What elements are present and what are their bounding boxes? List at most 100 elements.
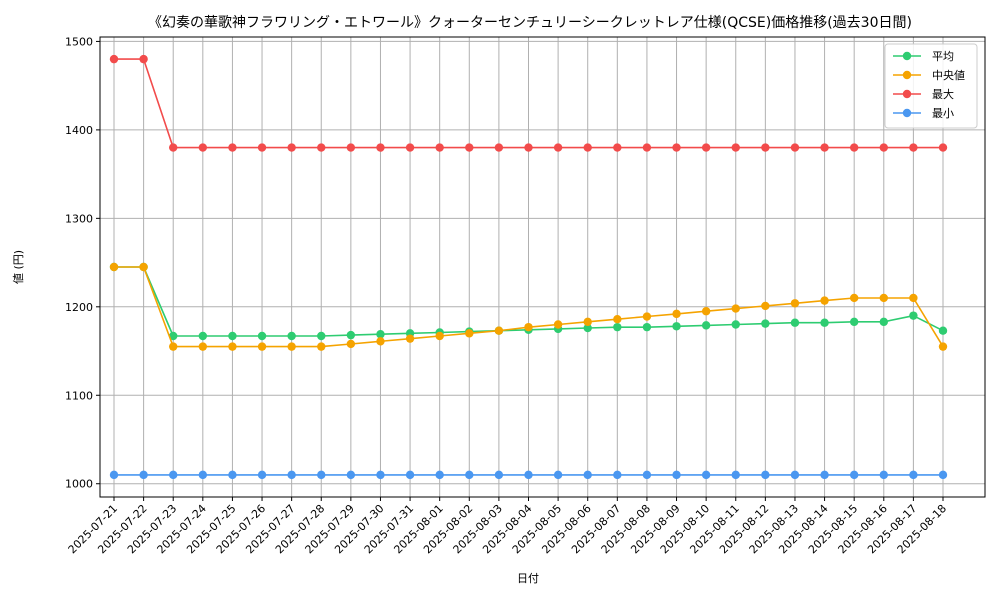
legend-frame [884,43,978,129]
data-point [228,143,237,152]
data-point [820,318,829,327]
data-point [257,342,267,351]
data-point [909,143,918,152]
data-point [405,334,415,343]
legend-label: 中央値 [932,69,965,82]
data-point [376,330,385,339]
data-point [198,470,208,480]
data-point [583,323,592,333]
data-point [346,339,356,349]
data-point [613,143,622,152]
data-point [849,143,859,152]
data-point [169,342,178,351]
data-point [524,143,533,152]
data-point [642,143,652,152]
data-point [346,330,356,340]
data-point [169,143,178,152]
data-point [139,54,148,64]
data-point [731,143,740,152]
data-point [109,54,119,64]
data-point [672,470,681,480]
data-point [642,470,652,480]
data-point [287,342,296,351]
legend-marker [902,108,912,118]
data-point [317,342,326,351]
data-point [583,317,592,327]
legend-marker [902,89,912,99]
data-point [879,470,888,480]
data-point [198,143,208,152]
data-point [672,309,681,319]
data-point [435,143,444,152]
data-point [494,143,504,152]
data-point [790,143,800,152]
data-point [228,470,237,480]
data-point [198,342,208,351]
data-point [287,143,296,152]
data-point [257,331,267,341]
y-tick-label: 1400 [65,124,93,137]
data-point [494,470,504,480]
y-tick-label: 1100 [65,389,93,402]
data-point [376,143,385,152]
legend-label: 平均 [932,50,954,63]
data-point [642,312,652,321]
data-point [465,329,474,338]
data-point [672,322,681,331]
data-point [228,331,237,341]
data-point [849,470,859,480]
data-point [731,320,740,329]
series-4 [109,470,948,480]
x-axis: 2025-07-212025-07-222025-07-232025-07-24… [66,497,949,556]
data-point [701,143,711,152]
data-point [287,470,296,480]
data-point [583,470,592,480]
data-point [524,322,533,332]
data-point [909,470,918,480]
data-point [761,301,770,311]
data-point [583,143,592,152]
data-point [553,143,563,152]
series-2 [109,262,948,351]
data-point [731,470,740,480]
y-tick-label: 1200 [65,301,93,314]
legend-label: 最大 [932,87,954,101]
data-point [701,307,711,316]
data-point [109,262,119,272]
legend-marker [902,70,912,80]
data-point [405,143,415,152]
data-point [524,470,533,480]
data-point [938,342,948,351]
data-point [139,262,148,272]
data-point [790,318,800,327]
data-point [879,317,888,327]
data-point [376,470,385,480]
y-tick-label: 1000 [65,478,93,491]
y-tick-label: 1300 [65,212,93,225]
data-point [109,470,119,480]
data-point [465,470,474,480]
data-point [849,293,859,303]
data-point [820,143,829,152]
data-point [405,470,415,480]
data-point [790,470,800,480]
data-point [376,337,385,346]
series-3 [109,54,948,152]
data-point [435,331,444,341]
data-point [909,311,918,320]
data-point [198,331,208,341]
data-point [228,342,237,351]
data-point [701,321,711,330]
series-layer [109,54,948,480]
data-point [938,143,948,152]
data-point [317,470,326,480]
data-point [790,299,800,308]
chart-title: 《幻奏の華歌神フラワリング・エトワール》クォーターセンチュリーシークレットレア仕… [148,15,912,31]
data-point [879,293,888,303]
data-point [761,143,770,152]
y-tick-label: 1500 [65,35,93,48]
data-point [346,143,356,152]
x-axis-label: 日付 [517,572,539,585]
data-point [731,304,740,313]
legend-label: 最小 [932,107,954,120]
